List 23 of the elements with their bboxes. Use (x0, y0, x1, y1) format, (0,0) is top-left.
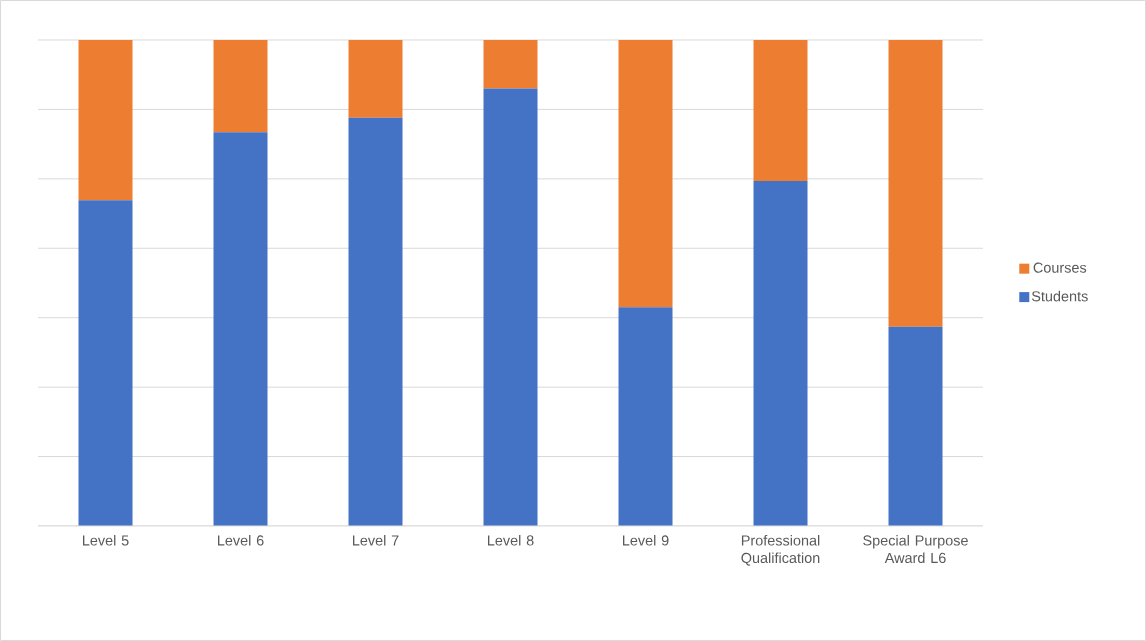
bar (618, 307, 673, 526)
bar (78, 200, 133, 526)
bar (888, 326, 943, 526)
bar (483, 39, 538, 89)
bar (753, 180, 808, 526)
bar (348, 39, 403, 118)
bar (618, 39, 673, 308)
bar (753, 39, 808, 181)
bar (78, 39, 133, 201)
legend-label: Students (1031, 290, 1088, 302)
x-tick-label: Professional Qualification (741, 535, 820, 566)
x-tick-label: Level 5 (83, 535, 129, 546)
x-tick-label: Special Purpose Award L6 (863, 535, 968, 564)
x-tick-label: Level 9 (623, 535, 669, 546)
x-tick-label: Level 7 (353, 535, 399, 546)
bar (213, 132, 268, 526)
bar (348, 117, 403, 526)
legend-label: Courses (1033, 262, 1087, 273)
x-tick-label: Level 8 (488, 535, 534, 546)
x-tick-label: Level 6 (218, 535, 264, 546)
bar (213, 39, 268, 133)
bar (888, 39, 943, 327)
bar (483, 88, 538, 526)
